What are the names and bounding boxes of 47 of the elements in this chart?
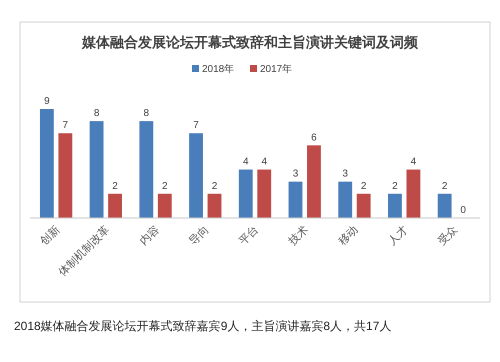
- x-tick-label: 技术: [285, 222, 311, 248]
- data-label: 2: [112, 180, 118, 192]
- bar: [139, 121, 154, 218]
- x-tick-label: 移动: [336, 224, 361, 248]
- data-label: 2: [392, 180, 398, 192]
- bar: [307, 145, 321, 218]
- bar: [189, 133, 203, 218]
- text: 2018媒体融合发展论坛开幕式致辞嘉宾9人，主旨演讲嘉宾8人，共17人: [14, 319, 392, 333]
- legend-label: 2018年: [202, 63, 234, 75]
- x-tick-label: 内容: [136, 222, 162, 248]
- data-label: 2: [212, 180, 218, 192]
- x-tick-label: 导向: [187, 224, 212, 248]
- data-label: 8: [94, 108, 100, 120]
- bar: [40, 109, 54, 218]
- bar: [438, 194, 452, 218]
- bar: [208, 194, 222, 218]
- bar: [257, 170, 272, 218]
- data-label: 2: [442, 180, 448, 192]
- data-label: 9: [44, 96, 50, 107]
- bar: [90, 121, 104, 218]
- data-label: 0: [460, 205, 466, 216]
- bar: [356, 194, 371, 218]
- bar: [388, 194, 402, 218]
- data-label: 3: [292, 168, 299, 180]
- data-label: 8: [144, 108, 150, 120]
- data-label: 2: [360, 180, 367, 192]
- bar: [238, 170, 253, 218]
- data-label: 4: [242, 156, 249, 168]
- bar: [288, 182, 302, 218]
- data-label: 4: [410, 156, 417, 168]
- data-label: 7: [193, 120, 200, 132]
- bar: [58, 133, 72, 218]
- bar: [406, 170, 420, 218]
- data-label: 6: [311, 132, 318, 144]
- x-tick-label: 创新: [37, 222, 62, 248]
- x-tick-label: 人才: [386, 222, 410, 248]
- legend-label: 2017年: [260, 63, 292, 75]
- chart-title: 媒体融合发展论坛开幕式致辞和主旨演讲关键词及词频: [81, 34, 419, 51]
- data-label: 2: [162, 180, 168, 192]
- bar: [338, 182, 352, 218]
- data-label: 4: [261, 156, 268, 168]
- x-tick-label: 平台: [236, 222, 262, 248]
- bar: [158, 194, 172, 218]
- data-label: 7: [62, 120, 69, 132]
- x-tick-label: 受众: [435, 222, 460, 248]
- data-label: 3: [342, 168, 348, 180]
- bar: [108, 194, 122, 218]
